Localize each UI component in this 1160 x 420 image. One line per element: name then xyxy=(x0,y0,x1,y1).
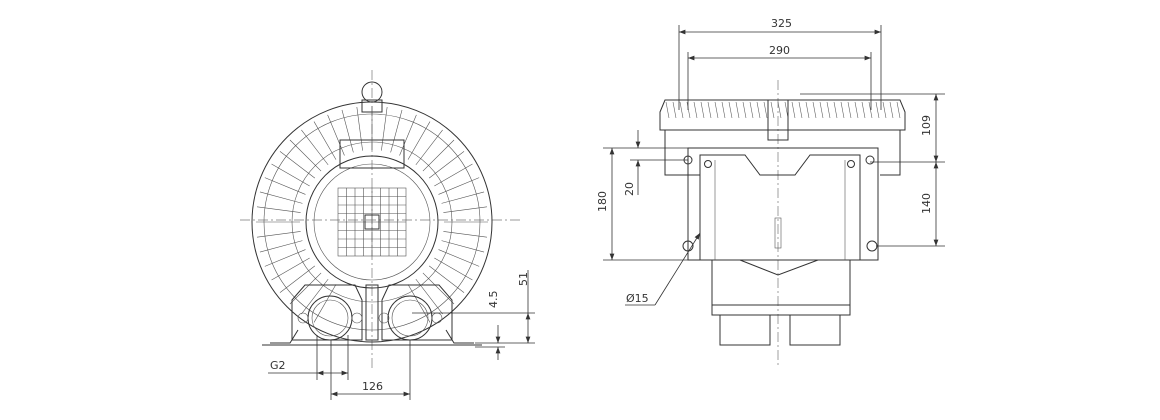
flange-fin xyxy=(889,101,894,119)
port-housing xyxy=(711,260,851,306)
dim-port-spacing: 126 xyxy=(362,380,383,393)
mounting-hole xyxy=(682,240,694,252)
fin xyxy=(443,231,488,238)
fin xyxy=(289,272,322,305)
dim-hole-offset: 20 xyxy=(623,182,636,196)
fin xyxy=(434,257,473,281)
side-view: 325 290 109 140 180 20 Ø15 xyxy=(596,17,945,365)
fin xyxy=(279,265,316,293)
fin xyxy=(259,191,303,204)
blower-housing xyxy=(251,101,493,343)
flange-fin xyxy=(882,101,887,119)
flange-fin xyxy=(735,101,740,119)
flange-fin xyxy=(791,101,796,119)
flange-fin xyxy=(679,101,684,119)
fin xyxy=(301,129,329,166)
flange-fin xyxy=(672,101,677,119)
fin xyxy=(289,139,322,172)
motor-body xyxy=(699,154,861,261)
flange-fin xyxy=(728,101,733,119)
flange-fin xyxy=(707,101,712,119)
flange-fin xyxy=(840,101,845,119)
dim-port-thread: G2 xyxy=(270,359,286,372)
dim-port-height: 51 xyxy=(517,272,530,286)
dim-top-to-hole: 109 xyxy=(920,115,933,136)
fin xyxy=(256,206,301,213)
dim-foot-offset: 4.5 xyxy=(487,291,500,309)
flange-fin xyxy=(763,101,768,119)
flange-fin xyxy=(686,101,691,119)
fin xyxy=(443,206,488,213)
flange-fin xyxy=(812,101,817,119)
flange-fin xyxy=(665,101,670,119)
fin xyxy=(259,240,303,253)
fin xyxy=(438,249,480,267)
top-flange xyxy=(659,99,906,131)
dim-hole-diameter: Ø15 xyxy=(626,292,649,305)
flange-fin xyxy=(756,101,761,119)
dim-hole-spacing: 140 xyxy=(920,193,933,214)
flange-fin xyxy=(847,101,852,119)
fin xyxy=(441,191,485,204)
outlet-port xyxy=(387,295,433,341)
fin xyxy=(422,139,455,172)
fin xyxy=(428,151,465,179)
fin xyxy=(407,121,431,160)
front-view: G2 126 4.5 51 xyxy=(240,70,535,400)
flange-fin xyxy=(770,101,775,119)
fin xyxy=(256,231,301,238)
flange-fin xyxy=(749,101,754,119)
flange-fin xyxy=(826,101,831,119)
fin xyxy=(341,109,354,153)
fin xyxy=(313,121,337,160)
motor-cover xyxy=(305,155,439,289)
mounting-base xyxy=(687,147,879,261)
flange-fin xyxy=(868,101,873,119)
right-foot xyxy=(444,329,482,346)
fin xyxy=(415,278,443,315)
fin xyxy=(441,240,485,253)
fin xyxy=(390,109,403,153)
fin xyxy=(415,129,443,166)
cooling-fins xyxy=(256,106,488,323)
outlet-port-flange xyxy=(381,284,453,341)
dim-flange-width: 290 xyxy=(769,44,790,57)
flange-fin xyxy=(714,101,719,119)
inlet-port xyxy=(307,295,353,341)
flange-fin xyxy=(721,101,726,119)
flange-fin xyxy=(896,101,901,119)
mounting-hole xyxy=(866,240,878,252)
flange-fin xyxy=(875,101,880,119)
fin xyxy=(434,163,473,187)
fin xyxy=(313,284,337,323)
fin xyxy=(422,272,455,305)
fin xyxy=(356,106,363,151)
flange-fin xyxy=(742,101,747,119)
flange-fin xyxy=(777,101,782,119)
fin xyxy=(271,257,310,281)
fin xyxy=(327,114,345,156)
fin xyxy=(407,284,431,323)
flange-fin xyxy=(819,101,824,119)
left-foot xyxy=(262,329,300,346)
fin xyxy=(399,114,417,156)
flange-fin xyxy=(798,101,803,119)
flange-fin xyxy=(854,101,859,119)
fin xyxy=(438,177,480,195)
fin xyxy=(271,163,310,187)
fin xyxy=(264,249,306,267)
flange-fin xyxy=(805,101,810,119)
fin xyxy=(264,177,306,195)
flange-fin xyxy=(861,101,866,119)
fin xyxy=(428,265,465,293)
fin xyxy=(381,106,388,151)
fin xyxy=(279,151,316,179)
flange-fin xyxy=(693,101,698,119)
dim-base-height: 180 xyxy=(596,191,609,212)
flange-fin xyxy=(833,101,838,119)
flange-fin xyxy=(700,101,705,119)
dim-overall-width: 325 xyxy=(771,17,792,30)
